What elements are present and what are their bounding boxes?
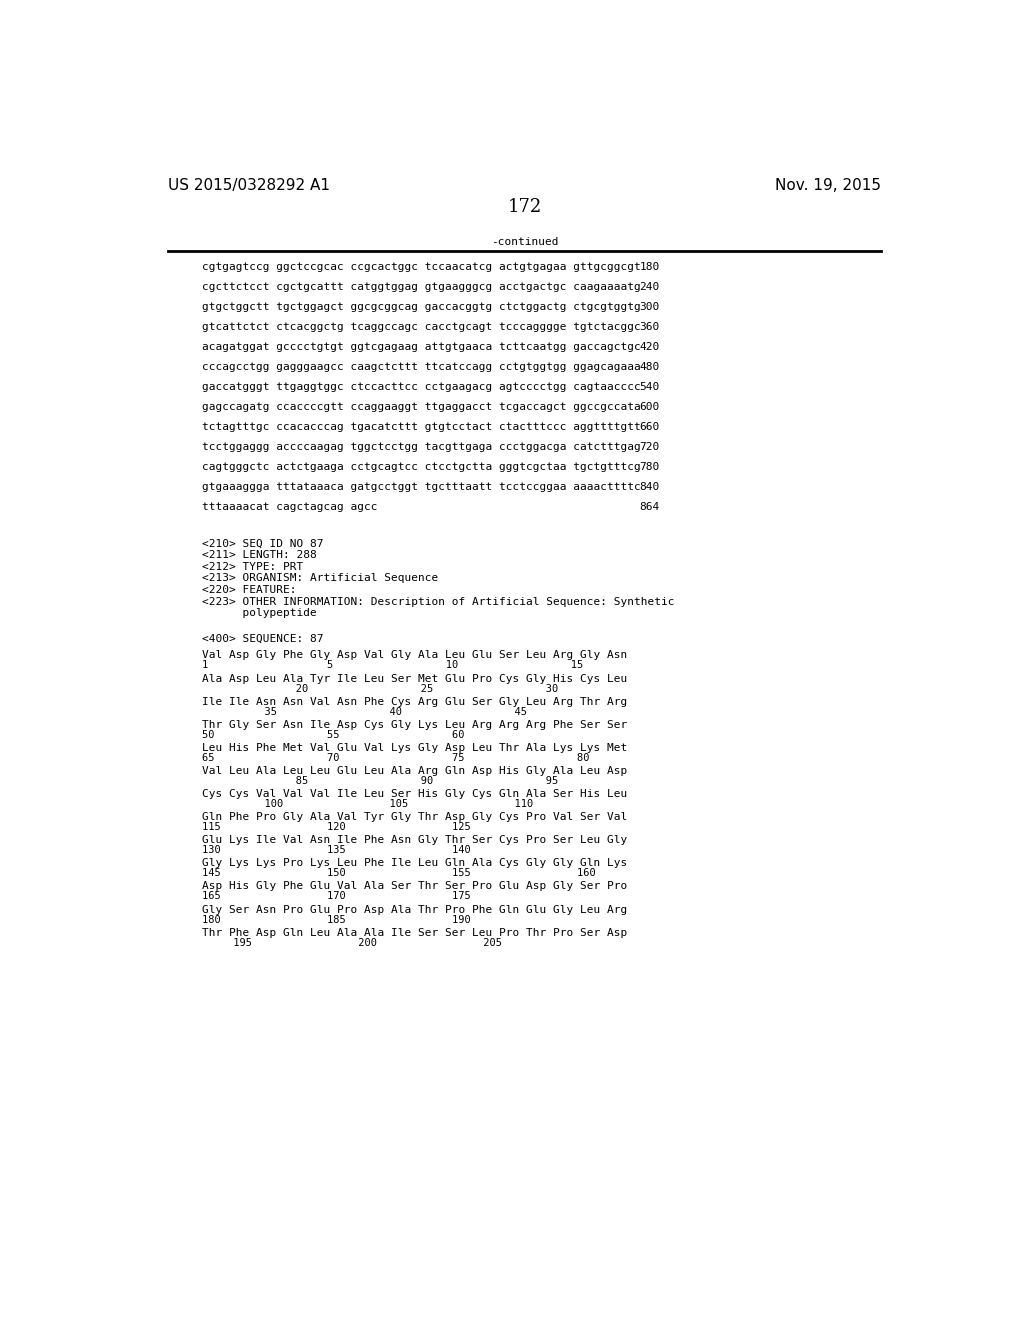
Text: 780: 780	[640, 462, 659, 471]
Text: gtgaaaggga tttataaaca gatgcctggt tgctttaatt tcctccggaa aaaacttttc: gtgaaaggga tttataaaca gatgcctggt tgcttta…	[202, 482, 640, 492]
Text: 20                  25                  30: 20 25 30	[202, 684, 558, 693]
Text: Ala Asp Leu Ala Tyr Ile Leu Ser Met Glu Pro Cys Gly His Cys Leu: Ala Asp Leu Ala Tyr Ile Leu Ser Met Glu …	[202, 673, 627, 684]
Text: <212> TYPE: PRT: <212> TYPE: PRT	[202, 562, 303, 572]
Text: <213> ORGANISM: Artificial Sequence: <213> ORGANISM: Artificial Sequence	[202, 573, 438, 583]
Text: 145                 150                 155                 160: 145 150 155 160	[202, 869, 595, 878]
Text: Ile Ile Asn Asn Val Asn Phe Cys Arg Glu Ser Gly Leu Arg Thr Arg: Ile Ile Asn Asn Val Asn Phe Cys Arg Glu …	[202, 697, 627, 706]
Text: 50                  55                  60: 50 55 60	[202, 730, 464, 739]
Text: 180                 185                 190: 180 185 190	[202, 915, 470, 924]
Text: 195                 200                 205: 195 200 205	[202, 937, 502, 948]
Text: Cys Cys Val Val Val Ile Leu Ser His Gly Cys Gln Ala Ser His Leu: Cys Cys Val Val Val Ile Leu Ser His Gly …	[202, 789, 627, 799]
Text: cccagcctgg gagggaagcc caagctcttt ttcatccagg cctgtggtgg ggagcagaaa: cccagcctgg gagggaagcc caagctcttt ttcatcc…	[202, 362, 640, 372]
Text: Val Leu Ala Leu Leu Glu Leu Ala Arg Gln Asp His Gly Ala Leu Asp: Val Leu Ala Leu Leu Glu Leu Ala Arg Gln …	[202, 766, 627, 776]
Text: 864: 864	[640, 502, 659, 512]
Text: 480: 480	[640, 362, 659, 372]
Text: <400> SEQUENCE: 87: <400> SEQUENCE: 87	[202, 634, 324, 643]
Text: cgcttctcct cgctgcattt catggtggag gtgaagggcg acctgactgc caagaaaatg: cgcttctcct cgctgcattt catggtggag gtgaagg…	[202, 281, 640, 292]
Text: 600: 600	[640, 401, 659, 412]
Text: Gln Phe Pro Gly Ala Val Tyr Gly Thr Asp Gly Cys Pro Val Ser Val: Gln Phe Pro Gly Ala Val Tyr Gly Thr Asp …	[202, 812, 627, 822]
Text: acagatggat gcccctgtgt ggtcgagaag attgtgaaca tcttcaatgg gaccagctgc: acagatggat gcccctgtgt ggtcgagaag attgtga…	[202, 342, 640, 351]
Text: Leu His Phe Met Val Glu Val Lys Gly Asp Leu Thr Ala Lys Lys Met: Leu His Phe Met Val Glu Val Lys Gly Asp …	[202, 743, 627, 752]
Text: 240: 240	[640, 281, 659, 292]
Text: 100                 105                 110: 100 105 110	[202, 799, 532, 809]
Text: 85                  90                  95: 85 90 95	[202, 776, 558, 785]
Text: Val Asp Gly Phe Gly Asp Val Gly Ala Leu Glu Ser Leu Arg Gly Asn: Val Asp Gly Phe Gly Asp Val Gly Ala Leu …	[202, 651, 627, 660]
Text: 165                 170                 175: 165 170 175	[202, 891, 470, 902]
Text: Gly Lys Lys Pro Lys Leu Phe Ile Leu Gln Ala Cys Gly Gly Gln Lys: Gly Lys Lys Pro Lys Leu Phe Ile Leu Gln …	[202, 858, 627, 869]
Text: tctagtttgc ccacacccag tgacatcttt gtgtcctact ctactttccc aggttttgtt: tctagtttgc ccacacccag tgacatcttt gtgtcct…	[202, 422, 640, 432]
Text: 180: 180	[640, 261, 659, 272]
Text: Asp His Gly Phe Glu Val Ala Ser Thr Ser Pro Glu Asp Gly Ser Pro: Asp His Gly Phe Glu Val Ala Ser Thr Ser …	[202, 882, 627, 891]
Text: 65                  70                  75                  80: 65 70 75 80	[202, 752, 589, 763]
Text: 540: 540	[640, 381, 659, 392]
Text: <220> FEATURE:: <220> FEATURE:	[202, 585, 296, 595]
Text: Glu Lys Ile Val Asn Ile Phe Asn Gly Thr Ser Cys Pro Ser Leu Gly: Glu Lys Ile Val Asn Ile Phe Asn Gly Thr …	[202, 836, 627, 845]
Text: 840: 840	[640, 482, 659, 492]
Text: 360: 360	[640, 322, 659, 331]
Text: Thr Phe Asp Gln Leu Ala Ala Ile Ser Ser Leu Pro Thr Pro Ser Asp: Thr Phe Asp Gln Leu Ala Ala Ile Ser Ser …	[202, 928, 627, 937]
Text: 35                  40                  45: 35 40 45	[202, 706, 526, 717]
Text: cagtgggctc actctgaaga cctgcagtcc ctcctgctta gggtcgctaa tgctgtttcg: cagtgggctc actctgaaga cctgcagtcc ctcctgc…	[202, 462, 640, 471]
Text: gtgctggctt tgctggagct ggcgcggcag gaccacggtg ctctggactg ctgcgtggtg: gtgctggctt tgctggagct ggcgcggcag gaccacg…	[202, 302, 640, 312]
Text: <211> LENGTH: 288: <211> LENGTH: 288	[202, 550, 316, 560]
Text: 300: 300	[640, 302, 659, 312]
Text: US 2015/0328292 A1: US 2015/0328292 A1	[168, 178, 331, 193]
Text: tttaaaacat cagctagcag agcc: tttaaaacat cagctagcag agcc	[202, 502, 377, 512]
Text: 660: 660	[640, 422, 659, 432]
Text: polypeptide: polypeptide	[202, 609, 316, 618]
Text: gagccagatg ccaccccgtt ccaggaaggt ttgaggacct tcgaccagct ggccgccata: gagccagatg ccaccccgtt ccaggaaggt ttgagga…	[202, 401, 640, 412]
Text: gaccatgggt ttgaggtggc ctccacttcc cctgaagacg agtcccctgg cagtaacccc: gaccatgggt ttgaggtggc ctccacttcc cctgaag…	[202, 381, 640, 392]
Text: <223> OTHER INFORMATION: Description of Artificial Sequence: Synthetic: <223> OTHER INFORMATION: Description of …	[202, 597, 674, 606]
Text: <210> SEQ ID NO 87: <210> SEQ ID NO 87	[202, 539, 324, 549]
Text: Gly Ser Asn Pro Glu Pro Asp Ala Thr Pro Phe Gln Glu Gly Leu Arg: Gly Ser Asn Pro Glu Pro Asp Ala Thr Pro …	[202, 904, 627, 915]
Text: Thr Gly Ser Asn Ile Asp Cys Gly Lys Leu Arg Arg Arg Phe Ser Ser: Thr Gly Ser Asn Ile Asp Cys Gly Lys Leu …	[202, 719, 627, 730]
Text: -continued: -continued	[492, 238, 558, 247]
Text: 172: 172	[508, 198, 542, 216]
Text: cgtgagtccg ggctccgcac ccgcactggc tccaacatcg actgtgagaa gttgcggcgt: cgtgagtccg ggctccgcac ccgcactggc tccaaca…	[202, 261, 640, 272]
Text: 720: 720	[640, 442, 659, 451]
Text: 420: 420	[640, 342, 659, 351]
Text: Nov. 19, 2015: Nov. 19, 2015	[775, 178, 882, 193]
Text: tcctggaggg accccaagag tggctcctgg tacgttgaga ccctggacga catctttgag: tcctggaggg accccaagag tggctcctgg tacgttg…	[202, 442, 640, 451]
Text: 130                 135                 140: 130 135 140	[202, 845, 470, 855]
Text: 115                 120                 125: 115 120 125	[202, 822, 470, 832]
Text: gtcattctct ctcacggctg tcaggccagc cacctgcagt tcccagggge tgtctacggc: gtcattctct ctcacggctg tcaggccagc cacctgc…	[202, 322, 640, 331]
Text: 1                   5                  10                  15: 1 5 10 15	[202, 660, 583, 671]
